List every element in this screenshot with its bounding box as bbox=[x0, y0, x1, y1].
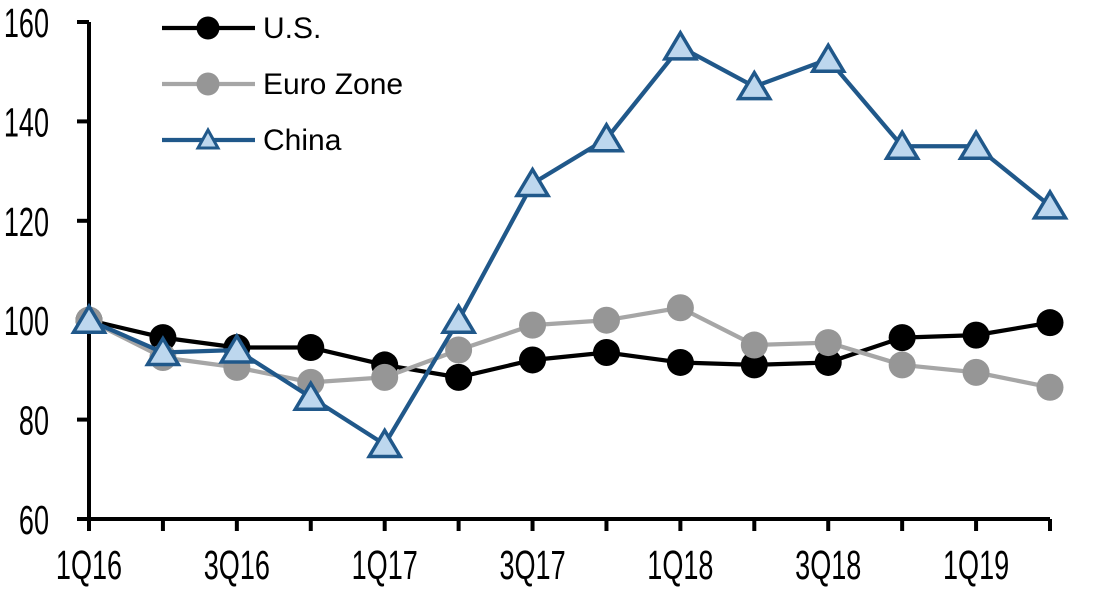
legend-label: U.S. bbox=[263, 12, 321, 45]
euro-zone-point-marker bbox=[666, 294, 694, 322]
x-tick-label: 1Q18 bbox=[647, 544, 713, 589]
china-point-marker bbox=[809, 41, 847, 74]
china-point-marker bbox=[587, 121, 626, 153]
china-point-marker bbox=[735, 69, 773, 101]
legend-item-euro-zone: Euro Zone bbox=[162, 68, 403, 101]
china-point-marker bbox=[513, 166, 552, 198]
y-tick-label: 100 bbox=[4, 300, 49, 345]
china-point-marker bbox=[440, 302, 478, 334]
y-tick-label: 140 bbox=[4, 101, 49, 146]
x-tick-label: 3Q16 bbox=[204, 544, 270, 589]
us-point-marker bbox=[666, 348, 694, 376]
us-point-marker bbox=[1036, 309, 1064, 337]
us-point-marker bbox=[592, 339, 620, 367]
us-point-marker bbox=[962, 321, 990, 349]
us-point-marker bbox=[888, 324, 916, 352]
china-point-marker bbox=[1031, 188, 1069, 220]
legend: U.S. Euro Zone China bbox=[162, 12, 403, 157]
china-point-marker bbox=[70, 302, 108, 334]
euro-zone-point-marker bbox=[445, 336, 473, 364]
x-tick-label: 3Q17 bbox=[499, 544, 565, 589]
china-point-marker bbox=[218, 332, 256, 364]
euro-zone-point-marker bbox=[962, 358, 990, 386]
us-point-marker bbox=[297, 334, 325, 362]
euro-zone-legend-marker-icon bbox=[196, 72, 220, 96]
china-point-marker bbox=[292, 379, 330, 411]
axes: 60 80 100 120 140 160 1Q16 3Q16 1Q17 3Q17 1Q18 3Q18… bbox=[4, 2, 1052, 589]
x-tick-label: 3Q18 bbox=[795, 544, 861, 589]
legend-label: China bbox=[263, 124, 342, 157]
legend-item-us: U.S. bbox=[162, 12, 321, 45]
us-point-marker bbox=[814, 348, 842, 376]
y-tick-label: 120 bbox=[4, 200, 49, 245]
y-tick-label: 80 bbox=[19, 399, 49, 444]
china-point-marker bbox=[883, 128, 921, 160]
us-point-marker bbox=[445, 363, 473, 391]
china-point-marker bbox=[366, 427, 404, 459]
euro-zone-point-marker bbox=[888, 351, 916, 379]
x-tick-label: 1Q16 bbox=[56, 544, 122, 589]
euro-zone-point-marker bbox=[814, 329, 842, 357]
euro-zone-point-marker bbox=[1036, 373, 1064, 401]
euro-zone-point-marker bbox=[740, 331, 768, 359]
legend-label: Euro Zone bbox=[263, 68, 403, 101]
euro-zone-point-marker bbox=[519, 311, 547, 339]
china-legend-marker-icon bbox=[195, 126, 221, 150]
china-point-marker bbox=[661, 29, 699, 61]
legend-item-china: China bbox=[162, 124, 342, 157]
us-point-marker bbox=[519, 346, 547, 374]
series-china bbox=[70, 29, 1069, 459]
china-point-marker bbox=[144, 335, 182, 367]
x-tick-label: 1Q19 bbox=[943, 544, 1009, 589]
y-tick-label: 60 bbox=[19, 499, 49, 544]
euro-zone-point-marker bbox=[371, 363, 399, 391]
euro-zone-point-marker bbox=[592, 306, 620, 334]
series-china-line bbox=[88, 44, 1052, 447]
us-legend-marker-icon bbox=[196, 16, 220, 40]
us-point-marker bbox=[740, 351, 768, 379]
x-tick-label: 1Q17 bbox=[352, 544, 418, 589]
china-point-marker bbox=[957, 128, 995, 160]
y-tick-label: 160 bbox=[4, 2, 49, 47]
